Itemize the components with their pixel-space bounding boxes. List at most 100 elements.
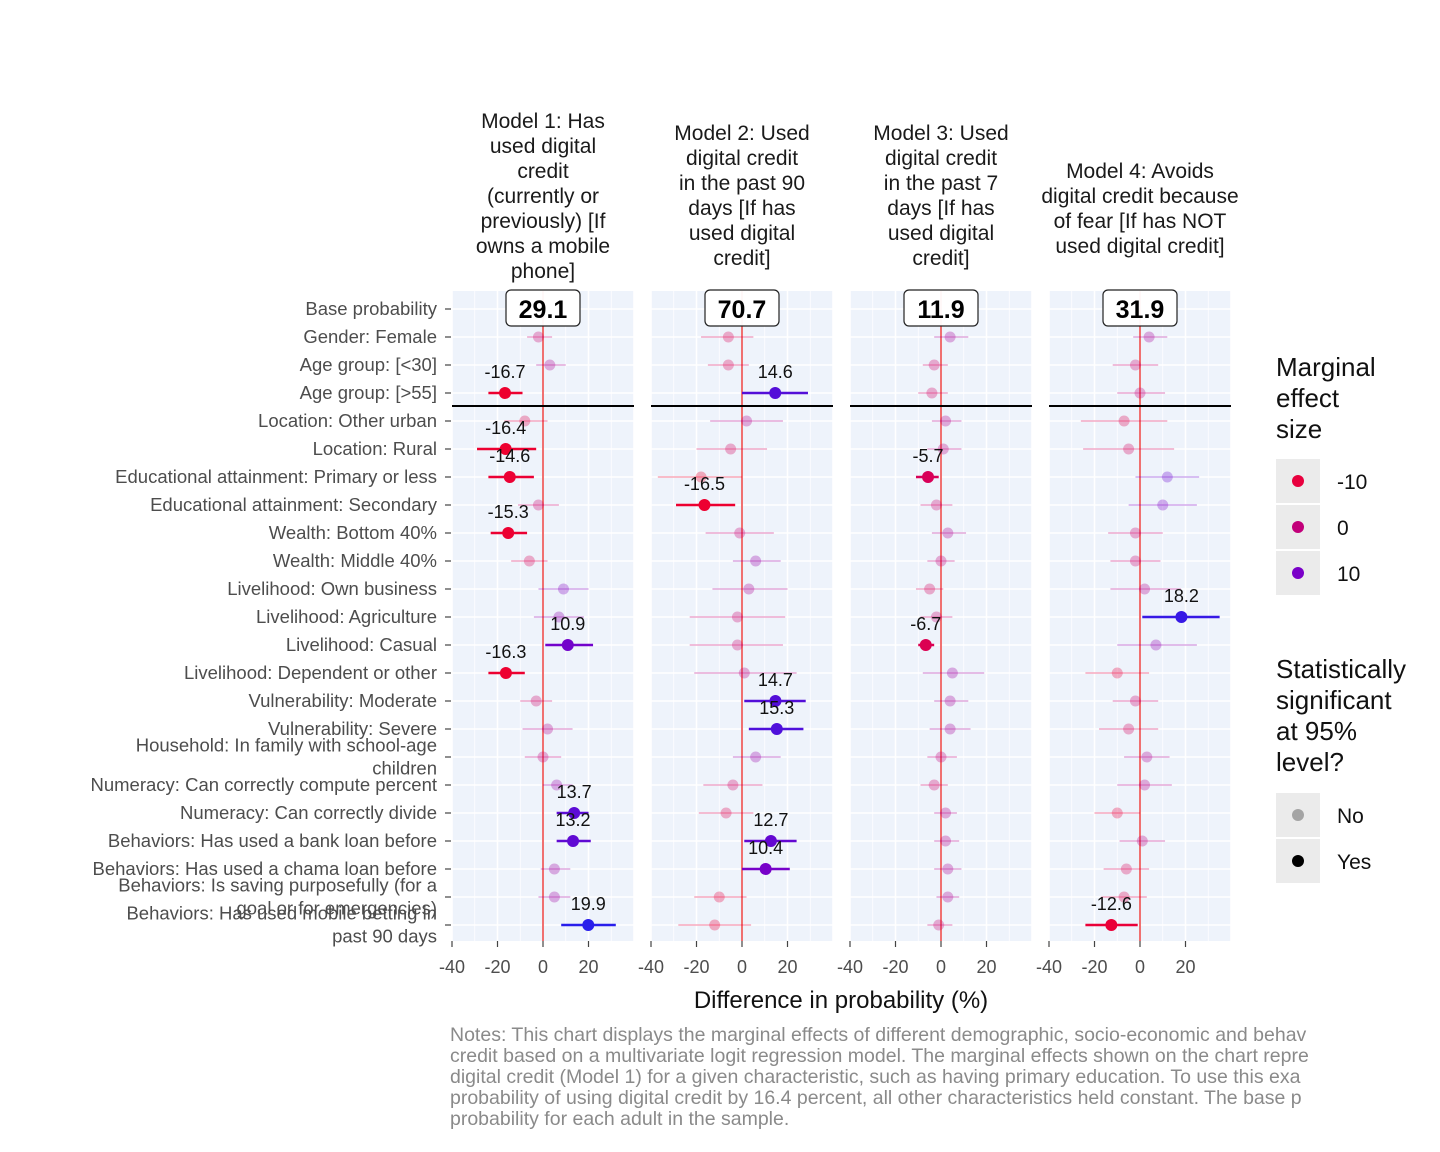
data-label: -12.6 (1091, 894, 1132, 914)
legend-label: 10 (1337, 563, 1360, 586)
x-tick-label: 0 (737, 957, 747, 977)
data-label: 14.7 (758, 670, 793, 690)
effect-point (1175, 611, 1188, 623)
effect-point (930, 499, 942, 511)
effect-point (1105, 919, 1118, 931)
notes-line: digital credit (Model 1) for a given cha… (450, 1066, 1301, 1088)
panel-title: days [If has (887, 197, 994, 220)
notes-line: probability for each adult in the sample… (450, 1108, 790, 1130)
effect-point (940, 415, 952, 427)
panel-title: credit] (912, 247, 969, 270)
effect-point (582, 919, 595, 931)
effect-point (741, 415, 753, 427)
effect-point (519, 415, 531, 427)
panel-title: used digital (490, 135, 596, 158)
effect-point (1123, 443, 1135, 455)
effect-point (942, 891, 954, 903)
effect-point (548, 863, 560, 875)
legend-title: Statistically (1276, 654, 1406, 684)
effect-point (750, 751, 762, 763)
effect-point (1157, 499, 1169, 511)
effect-point (935, 751, 947, 763)
legend-label: Yes (1337, 851, 1371, 874)
effect-point (720, 807, 732, 819)
effect-point (722, 359, 734, 371)
y-tick-label: Educational attainment: Primary or less (115, 466, 437, 487)
effect-point (530, 695, 542, 707)
data-label: 10.4 (748, 838, 783, 858)
effect-point (537, 751, 549, 763)
legend-title: effect (1276, 383, 1340, 413)
effect-point (698, 499, 711, 511)
y-tick-label: children (372, 758, 437, 779)
effect-point (499, 667, 512, 679)
base-probability-value: 11.9 (917, 296, 964, 324)
effect-point (1134, 387, 1146, 399)
effect-point (709, 919, 721, 931)
y-tick-label: Wealth: Middle 40% (273, 550, 437, 571)
legend-key (1276, 793, 1320, 837)
data-label: 13.2 (556, 810, 591, 830)
panel-title: phone] (511, 260, 575, 283)
data-label: -16.4 (485, 418, 526, 438)
effect-point (1118, 415, 1130, 427)
effect-point (926, 387, 938, 399)
panel-title: used digital (689, 222, 795, 245)
y-tick-label: Vulnerability: Moderate (248, 690, 437, 711)
y-tick-label: Age group: [<30] (300, 354, 437, 375)
panel-title: previously) [If (481, 210, 606, 233)
effect-point (922, 471, 935, 483)
legend-point (1292, 475, 1304, 487)
effect-point (567, 835, 580, 847)
data-label: 19.9 (571, 894, 606, 914)
panel-title: used digital (888, 222, 994, 245)
effect-point (1129, 527, 1141, 539)
legend-label: -10 (1337, 471, 1367, 494)
effect-point (738, 667, 750, 679)
effect-point (928, 359, 940, 371)
effect-point (561, 639, 574, 651)
panel-title: owns a mobile (476, 235, 610, 258)
x-tick-label: -40 (638, 957, 664, 977)
effect-point (928, 779, 940, 791)
effect-point (769, 387, 782, 399)
y-tick-label: Behaviors: Is saving purposefully (for a (118, 875, 437, 896)
x-tick-label: 20 (1175, 957, 1195, 977)
data-label: 13.7 (557, 782, 592, 802)
effect-point (750, 555, 762, 567)
effect-point (919, 639, 932, 651)
panel-title: in the past 90 (679, 172, 805, 195)
legend-point (1292, 809, 1304, 821)
x-tick-label: -40 (1036, 957, 1062, 977)
effect-point (933, 919, 945, 931)
panel-title: digital credit because (1041, 185, 1238, 208)
effect-point (1123, 723, 1135, 735)
effect-point (942, 527, 954, 539)
panel-title: Model 2: Used (674, 122, 809, 145)
effect-point (1143, 331, 1155, 343)
panel-title: Model 3: Used (873, 122, 1008, 145)
x-tick-label: -20 (484, 957, 510, 977)
panel-title: credit] (713, 247, 770, 270)
data-label: 14.6 (758, 362, 793, 382)
data-label: -16.3 (485, 642, 526, 662)
y-tick-label: Gender: Female (303, 326, 437, 347)
effect-point (727, 779, 739, 791)
effect-point (935, 555, 947, 567)
base-probability-box (903, 289, 979, 327)
effect-point (946, 667, 958, 679)
y-tick-label: Wealth: Bottom 40% (269, 522, 437, 543)
effect-point (548, 891, 560, 903)
effect-point (1111, 807, 1123, 819)
legend-point (1292, 855, 1304, 867)
data-label: 18.2 (1164, 586, 1199, 606)
panel-title: used digital credit] (1055, 235, 1224, 258)
effect-point (1139, 779, 1151, 791)
data-label: 10.9 (550, 614, 585, 634)
data-label: -15.3 (488, 502, 529, 522)
effect-point (764, 835, 777, 847)
data-label: -14.6 (489, 446, 530, 466)
effect-point (944, 331, 956, 343)
base-probability-box (505, 289, 581, 327)
base-probability-box (704, 289, 780, 327)
